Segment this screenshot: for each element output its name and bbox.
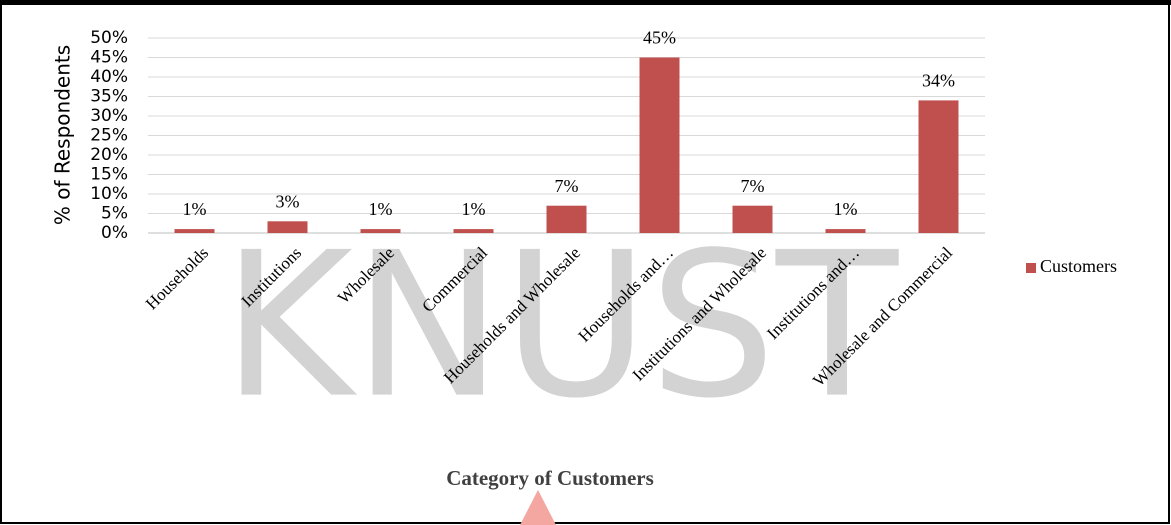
y-tick-label: 20% <box>90 145 128 165</box>
data-label: 7% <box>555 176 579 196</box>
data-label: 34% <box>922 71 955 91</box>
y-tick-label: 45% <box>90 48 128 68</box>
bar <box>732 205 773 233</box>
y-tick-label: 35% <box>90 87 128 107</box>
y-tick-label: 50% <box>90 28 128 48</box>
y-tick-label: 25% <box>90 126 128 146</box>
y-tick-label: 0% <box>101 223 128 243</box>
bar <box>825 229 866 233</box>
bar <box>639 57 680 233</box>
legend-swatch <box>1026 263 1036 273</box>
y-tick-label: 5% <box>101 204 128 224</box>
y-tick-label: 40% <box>90 67 128 87</box>
legend-label: Customers <box>1040 256 1117 276</box>
data-label: 45% <box>643 28 676 48</box>
x-axis-title: Category of Customers <box>446 466 654 490</box>
data-label: 1% <box>834 199 858 219</box>
data-label: 1% <box>369 199 393 219</box>
bar <box>174 229 215 233</box>
bar <box>453 229 494 233</box>
y-tick-label: 10% <box>90 184 128 204</box>
bar <box>546 205 587 233</box>
bar <box>360 229 401 233</box>
data-label: 1% <box>462 199 486 219</box>
data-label: 1% <box>183 199 207 219</box>
top-border <box>0 0 1171 5</box>
data-label: 7% <box>741 176 765 196</box>
y-axis-title: % of Respondents <box>51 45 75 225</box>
bar <box>918 100 959 234</box>
y-tick-label: 30% <box>90 106 128 126</box>
logo-fragment <box>520 490 556 525</box>
y-tick-label: 15% <box>90 165 128 185</box>
watermark: KNUST <box>222 210 899 443</box>
bar <box>267 221 308 233</box>
data-label: 3% <box>276 191 300 211</box>
